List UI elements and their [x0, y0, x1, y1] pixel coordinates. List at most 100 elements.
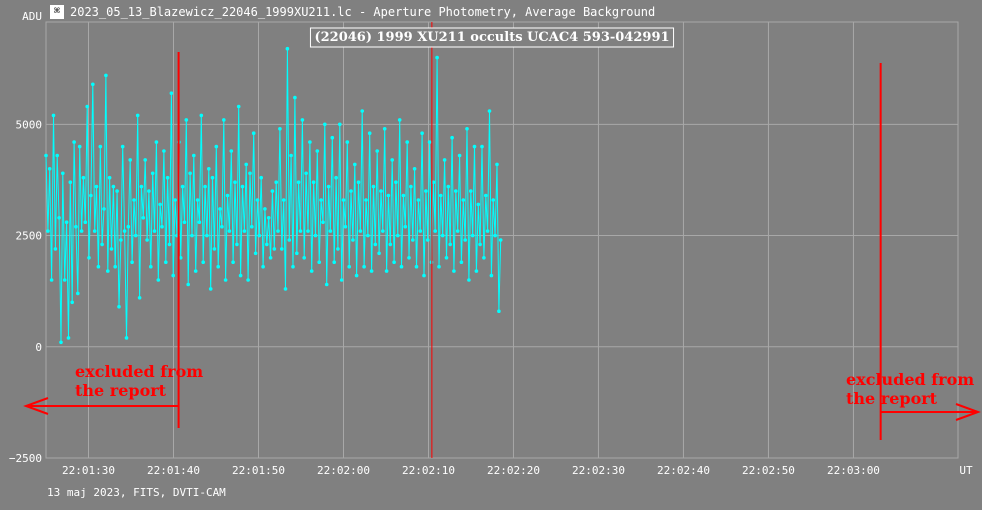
data-point — [102, 207, 106, 211]
data-point — [225, 193, 230, 198]
data-point — [386, 193, 391, 198]
data-point — [336, 247, 340, 251]
data-point — [412, 167, 417, 171]
data-point — [235, 242, 239, 247]
data-point — [304, 171, 308, 176]
data-point — [457, 153, 462, 158]
data-point — [100, 242, 104, 247]
data-point — [382, 127, 387, 131]
data-point — [106, 269, 110, 273]
data-point — [270, 189, 275, 193]
data-point — [375, 149, 380, 153]
data-point — [248, 171, 252, 176]
data-point — [59, 340, 63, 345]
data-point — [427, 140, 432, 144]
data-point — [418, 229, 423, 233]
y-tick-label: 5000 — [16, 118, 43, 131]
x-tick-label: 22:01:50 — [232, 464, 285, 477]
lightcurve-app-icon[interactable]: ⌘ — [50, 5, 64, 19]
data-point — [360, 109, 365, 113]
data-point — [126, 224, 131, 229]
data-point — [143, 158, 147, 162]
data-point — [119, 238, 123, 242]
data-point — [81, 175, 86, 180]
data-point — [392, 260, 396, 265]
data-point — [182, 220, 187, 224]
data-point — [229, 149, 234, 153]
data-point — [435, 55, 439, 60]
data-point — [353, 162, 357, 167]
data-point — [216, 264, 220, 269]
data-point — [55, 153, 59, 158]
data-point — [459, 260, 464, 265]
x-tick-label: 22:02:40 — [657, 464, 710, 477]
data-point — [296, 180, 301, 184]
data-point — [345, 140, 350, 144]
data-point — [478, 242, 482, 247]
data-point — [295, 251, 299, 256]
data-point — [120, 144, 125, 149]
data-point — [134, 233, 138, 238]
data-point — [367, 131, 372, 135]
data-point — [195, 198, 200, 202]
x-tick-label: 22:01:30 — [62, 464, 115, 477]
data-point — [197, 220, 202, 224]
data-point — [227, 229, 232, 233]
data-point — [115, 189, 119, 193]
x-tick-label: 22:03:00 — [827, 464, 880, 477]
data-point — [341, 198, 346, 202]
data-point — [469, 189, 473, 193]
data-point — [79, 229, 84, 233]
data-point — [173, 198, 177, 202]
data-point — [454, 189, 458, 193]
data-point — [455, 229, 460, 233]
data-point — [150, 171, 155, 176]
data-point — [266, 216, 271, 220]
data-point — [347, 264, 352, 269]
data-point — [480, 144, 484, 149]
data-point — [405, 140, 410, 144]
data-point — [306, 229, 310, 233]
data-point — [111, 184, 116, 189]
data-point — [463, 238, 468, 242]
data-point — [351, 238, 355, 242]
data-point — [160, 224, 164, 229]
data-point — [167, 242, 172, 247]
data-point — [362, 264, 366, 269]
data-point — [450, 135, 454, 140]
data-point — [300, 118, 305, 122]
data-point — [476, 202, 481, 207]
data-point — [117, 304, 121, 309]
x-tick-label: 22:02:00 — [317, 464, 370, 477]
data-point — [214, 144, 219, 149]
data-point — [257, 233, 262, 238]
data-point — [192, 153, 196, 158]
data-point — [220, 224, 224, 229]
y-tick-label: 2500 — [16, 230, 43, 243]
data-point — [233, 180, 237, 184]
data-point — [444, 255, 449, 260]
data-point — [104, 73, 108, 78]
data-point — [293, 95, 297, 100]
data-point — [62, 278, 67, 282]
data-point — [255, 198, 260, 202]
data-point — [152, 229, 157, 233]
data-point — [414, 264, 419, 269]
x-axis-label: UT — [959, 464, 973, 477]
data-point — [87, 255, 91, 260]
data-point — [287, 238, 292, 242]
data-point — [135, 113, 140, 118]
data-point — [205, 233, 209, 238]
data-point — [431, 180, 436, 184]
data-point — [154, 140, 159, 144]
data-point — [465, 127, 469, 131]
y-tick-label: −2500 — [9, 452, 42, 465]
data-point — [437, 264, 441, 269]
data-point — [358, 229, 363, 233]
data-point — [482, 255, 486, 260]
data-point — [439, 193, 443, 198]
data-point — [46, 229, 50, 233]
data-point — [210, 175, 215, 180]
data-point — [231, 260, 235, 265]
data-point — [343, 224, 348, 229]
